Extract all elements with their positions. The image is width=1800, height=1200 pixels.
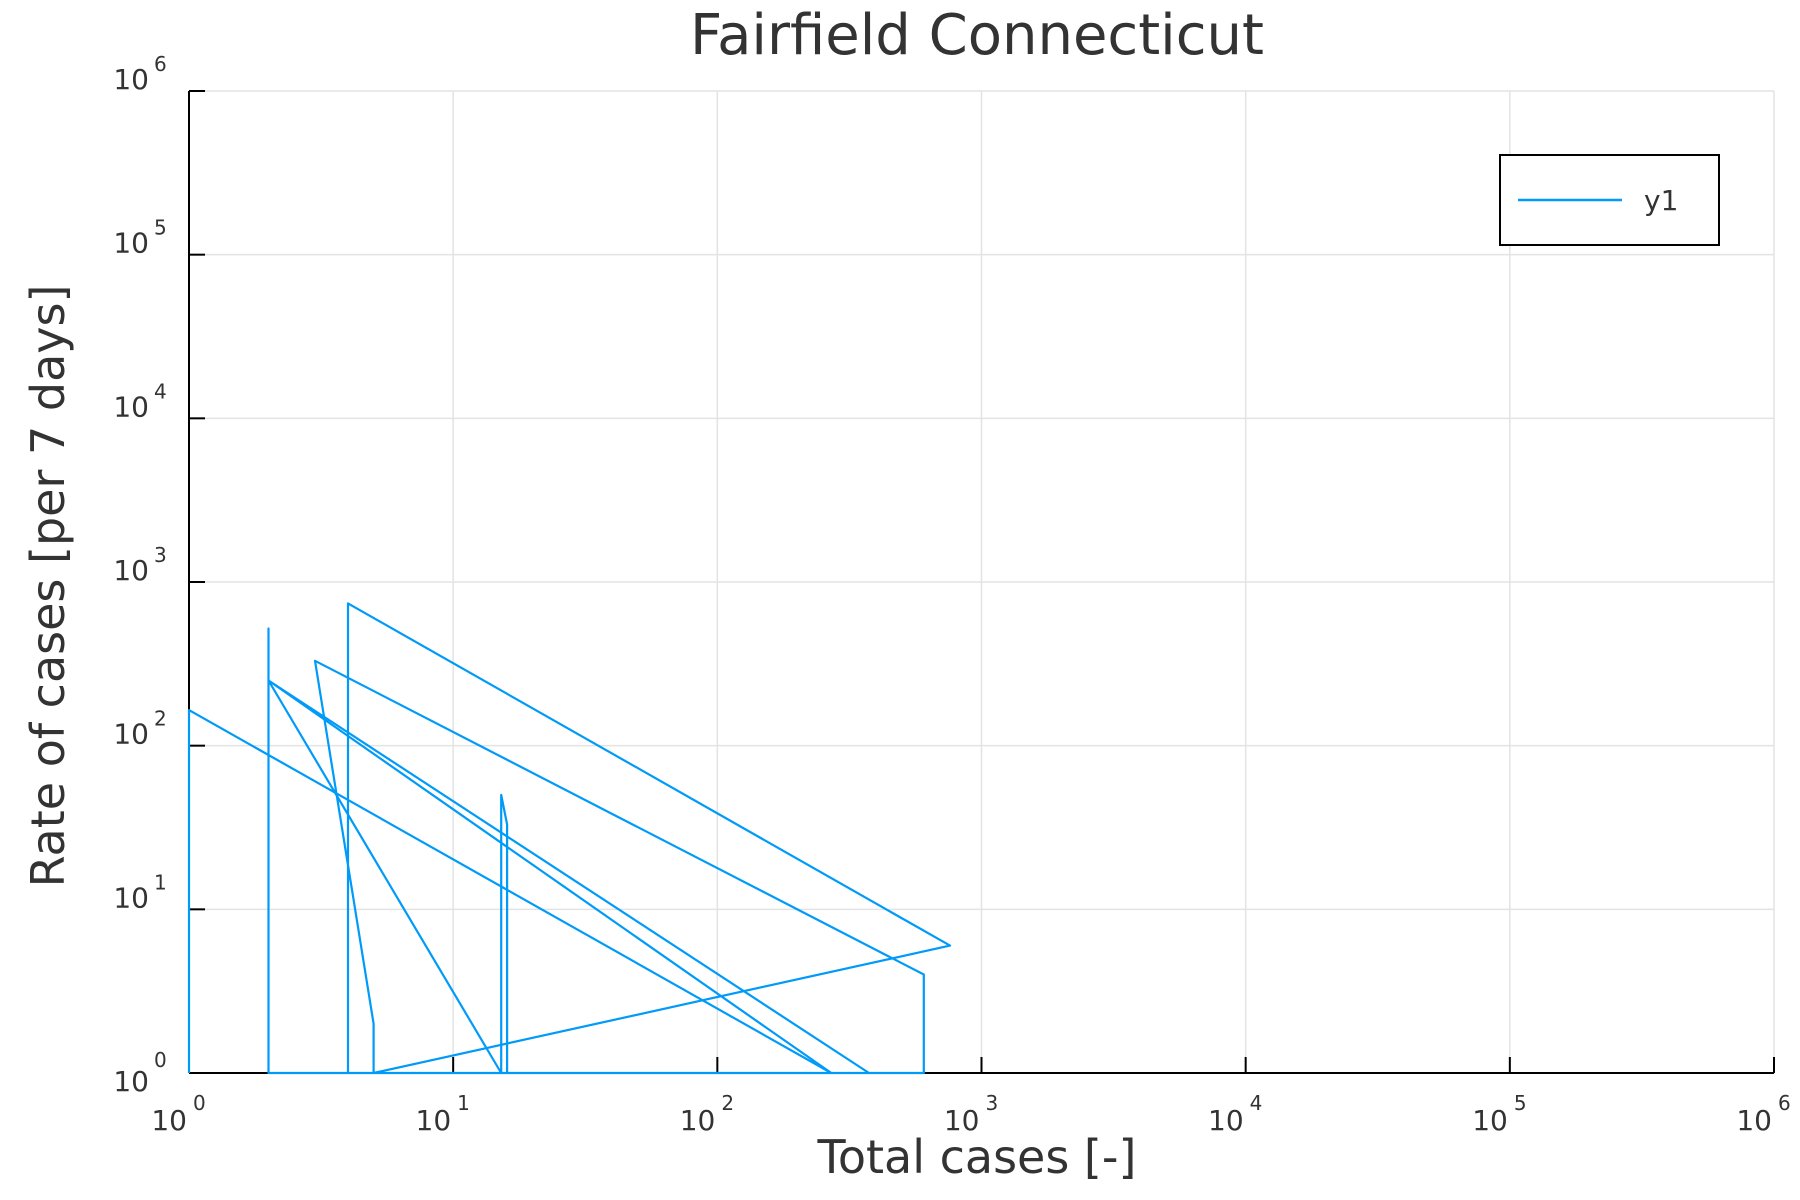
x-tick-label-exponent: 3	[986, 1091, 999, 1115]
x-tick-label-exponent: 4	[1250, 1091, 1263, 1115]
legend-entry-y1: y1	[1644, 184, 1678, 217]
y-tick-label-exponent: 1	[154, 870, 167, 894]
y-tick-label: 10 3	[113, 543, 166, 587]
x-tick-label-exponent: 6	[1778, 1091, 1791, 1115]
x-tick-label: 102	[680, 1091, 734, 1137]
x-tick-label-exponent: 1	[457, 1091, 470, 1115]
legend: y1	[1499, 154, 1720, 246]
y-tick-label: 10 5	[113, 216, 166, 260]
y-tick-label-base: 10	[113, 881, 149, 914]
x-tick-label: 100	[151, 1091, 205, 1137]
grid	[188, 90, 1775, 1074]
y-tick-label-base: 10	[113, 718, 149, 751]
x-tick-label-base: 10	[944, 1104, 980, 1137]
x-tick-label-exponent: 5	[1514, 1091, 1527, 1115]
x-tick-label-base: 10	[1472, 1104, 1508, 1137]
chart-title: Fairfield Connecticut	[690, 3, 1264, 68]
y-tick-label-exponent: 0	[154, 1048, 167, 1072]
x-tick-label-base: 10	[1736, 1104, 1772, 1137]
y-tick-label: 10 4	[113, 379, 166, 423]
y-tick-label-exponent: 6	[154, 52, 167, 76]
y-axis-label: Rate of cases [per 7 days]	[21, 285, 75, 888]
x-tick-label-base: 10	[1208, 1104, 1244, 1137]
y-tick-label-base: 10	[113, 63, 149, 96]
x-tick-label-base: 10	[680, 1104, 716, 1137]
y-tick-label: 10 2	[113, 707, 166, 751]
y-tick-label-base: 10	[113, 227, 149, 260]
y-tick-label-exponent: 3	[154, 543, 167, 567]
y-tick-label: 10 1	[113, 870, 166, 914]
x-tick-label: 105	[1472, 1091, 1526, 1137]
y-tick-label-base: 10	[113, 1065, 149, 1098]
x-tick-label: 103	[944, 1091, 998, 1137]
x-tick-label: 104	[1208, 1091, 1262, 1137]
y-tick-label-exponent: 4	[154, 379, 167, 403]
y-tick-label-base: 10	[113, 390, 149, 423]
x-tick-label: 101	[416, 1091, 470, 1137]
y-tick-label: 10 6	[113, 52, 166, 96]
x-tick-label-base: 10	[151, 1104, 187, 1137]
series-line-y1	[187, 602, 952, 1075]
x-tick-label: 106	[1736, 1091, 1790, 1137]
y-tick-label-exponent: 5	[154, 216, 167, 240]
x-tick-label-exponent: 2	[721, 1091, 734, 1115]
plot-area	[187, 602, 952, 1075]
y-tick-label-base: 10	[113, 554, 149, 587]
x-tick-label-exponent: 0	[193, 1091, 206, 1115]
x-tick-label-base: 10	[416, 1104, 452, 1137]
x-axis-label: Total cases [-]	[817, 1130, 1137, 1184]
y-tick-label: 100	[113, 1048, 166, 1098]
y-tick-label-exponent: 2	[154, 707, 167, 731]
